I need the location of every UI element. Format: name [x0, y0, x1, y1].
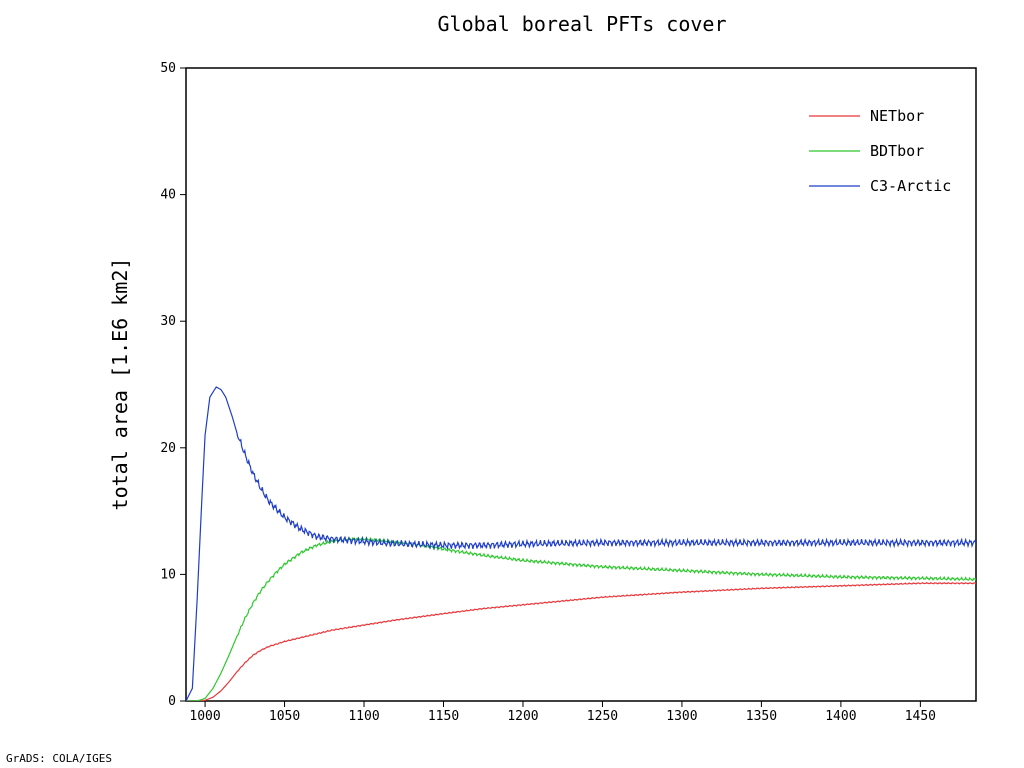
x-tick-label: 1450: [905, 709, 936, 724]
legend-label: C3-Arctic: [870, 177, 951, 195]
series-group: [186, 386, 976, 701]
x-tick-label: 1050: [269, 709, 300, 724]
series-line-netbor: [186, 581, 976, 701]
legend-label: NETbor: [870, 107, 924, 125]
chart-title: Global boreal PFTs cover: [438, 12, 727, 36]
y-tick-label: 10: [160, 567, 176, 582]
x-tick-label: 1000: [189, 709, 220, 724]
y-axis-label: total area [1.E6 km2]: [108, 258, 132, 511]
y-tick-label: 30: [160, 314, 176, 329]
x-tick-label: 1400: [825, 709, 856, 724]
footer-credit: GrADS: COLA/IGES: [6, 752, 112, 765]
x-tick-label: 1100: [348, 709, 379, 724]
y-tick-label: 20: [160, 441, 176, 456]
x-tick-label: 1150: [428, 709, 459, 724]
y-tick-label: 50: [160, 61, 176, 76]
x-axis: 1000 1050 1100 1150 1200 1250 1300 1350 1400 1450: [189, 701, 936, 724]
legend: NETbor BDTbor C3-Arctic: [809, 107, 951, 195]
series-line-c3-arctic: [186, 386, 976, 701]
x-tick-label: 1250: [587, 709, 618, 724]
legend-label: BDTbor: [870, 142, 924, 160]
y-axis: 0 10 20 30 40 50: [160, 61, 186, 709]
series-line-bdtbor: [186, 536, 976, 701]
x-tick-label: 1200: [507, 709, 538, 724]
y-tick-label: 0: [168, 694, 176, 709]
x-tick-label: 1350: [746, 709, 777, 724]
plot-frame: [185, 67, 977, 702]
y-tick-label: 40: [160, 188, 176, 203]
x-tick-label: 1300: [666, 709, 697, 724]
